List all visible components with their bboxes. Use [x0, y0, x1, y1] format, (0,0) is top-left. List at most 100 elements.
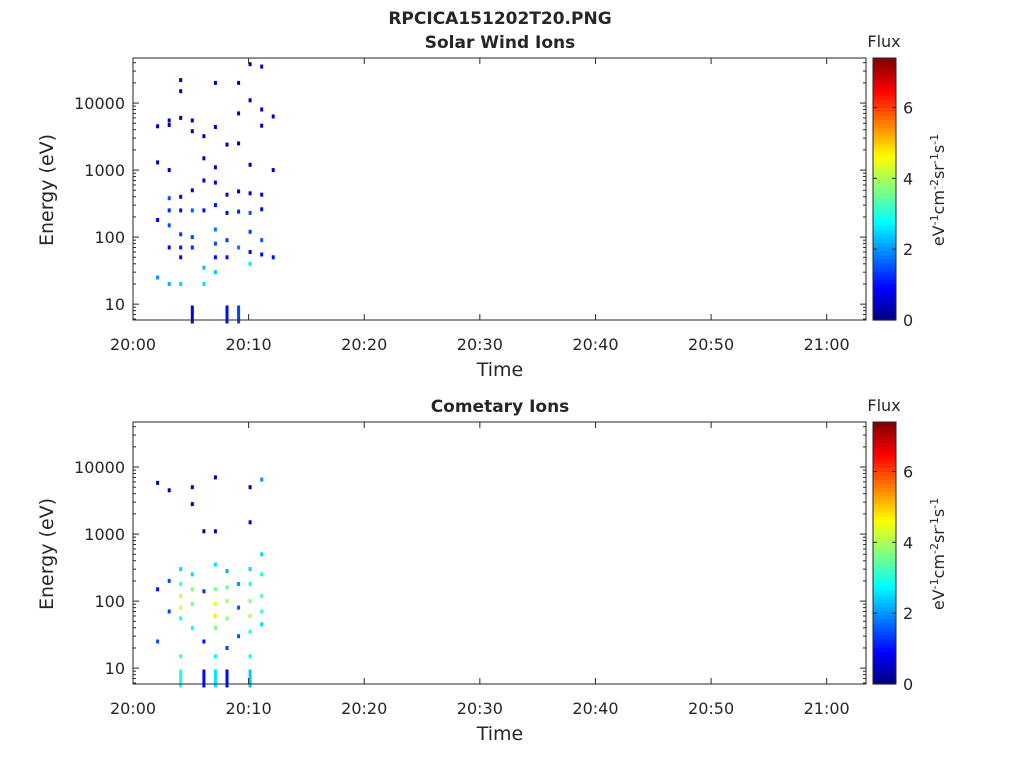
heatmap-cell [167, 282, 171, 286]
heatmap-cell [179, 567, 183, 572]
heatmap-cell [225, 255, 229, 260]
heatmap-cell [225, 599, 229, 604]
heatmap-cell [213, 165, 217, 170]
colorbar-tick-label: 4 [903, 169, 913, 188]
colorbar-tick-label: 4 [903, 533, 913, 552]
y-tick-label: 10 [105, 659, 125, 678]
y-axis-label: Energy (eV) [36, 498, 58, 610]
heatmap-cell [225, 142, 229, 147]
heatmap-cell [225, 192, 229, 197]
heatmap-cell [248, 614, 252, 618]
heatmap-cell [179, 208, 183, 213]
heatmap-cell [202, 529, 206, 534]
heatmap-cell [248, 250, 252, 254]
heatmap-cell [237, 80, 241, 85]
heatmap-cell [167, 118, 171, 123]
heatmap-cell [190, 625, 194, 630]
heatmap-cell [213, 125, 217, 129]
heatmap-cell [260, 609, 264, 614]
heatmap-cell [213, 614, 217, 618]
heatmap-cell [179, 582, 183, 586]
heatmap-cell [179, 194, 183, 199]
heatmap-cell [179, 282, 183, 286]
heatmap-cell [225, 585, 229, 590]
heatmap-cell [237, 582, 241, 586]
heatmap-cell [202, 639, 206, 644]
colorbar-unit-label: eV-1cm-2sr-1s-1 [928, 498, 948, 610]
colorbar: 0 2 4 6 [872, 421, 913, 694]
heatmap-cell [260, 622, 264, 627]
heatmap-cell [156, 587, 160, 592]
heatmap-cell [225, 210, 229, 215]
heatmap-cell [213, 270, 217, 275]
heatmap-cell [248, 485, 252, 490]
solar-wind-panel: Solar Wind Ions 10 100 1000 10000 20:00 20:1… [36, 32, 948, 381]
y-tick-label: 10 [105, 295, 125, 314]
y-axis-ticks: 10 100 1000 10000 [74, 62, 866, 320]
heatmap-cell [248, 162, 252, 167]
y-axis-ticks: 10 100 1000 10000 [74, 426, 866, 684]
heatmap-cell [179, 115, 183, 120]
heatmap-cell [179, 616, 183, 621]
heatmap-cell [179, 669, 183, 688]
heatmap-cell [179, 89, 183, 94]
heatmap-cell [190, 235, 194, 240]
heatmap-cell [248, 669, 252, 688]
heatmap-cell [248, 261, 252, 266]
heatmap-cell [156, 218, 160, 222]
heatmap-cell [248, 629, 252, 634]
heatmap-cell [271, 255, 275, 260]
heatmap-cell [190, 602, 194, 607]
y-axis-label: Energy (eV) [36, 134, 58, 246]
heatmap-cell [248, 62, 252, 67]
heatmap-cell [167, 245, 171, 250]
y-tick-label: 10000 [74, 458, 125, 477]
colorbar: 0 2 4 6 [872, 57, 913, 330]
heatmap-cell [271, 168, 275, 173]
heatmap-cell [237, 634, 241, 639]
heatmap-cell [167, 208, 171, 213]
heatmap-cell [248, 98, 252, 103]
x-axis-ticks: 20:00 20:10 20:20 20:30 20:40 20:50 21:00 [110, 422, 850, 718]
heatmap-cell [190, 502, 194, 507]
x-axis-label: Time [476, 359, 524, 381]
heatmap-cell [156, 639, 160, 644]
heatmap-cell [179, 605, 183, 610]
heatmap-cell [190, 305, 194, 324]
heatmap-cell [213, 625, 217, 630]
heatmap-cell [260, 252, 264, 257]
heatmap-cell [225, 646, 229, 650]
colorbar-unit-label: eV-1cm-2sr-1s-1 [928, 134, 948, 246]
x-tick-label: 20:20 [341, 335, 387, 354]
heatmap-cell [213, 180, 217, 185]
x-tick-label: 20:30 [457, 335, 503, 354]
heatmap-cell [260, 207, 264, 212]
heatmap-cell [167, 123, 171, 127]
y-tick-label: 100 [94, 592, 125, 611]
x-tick-label: 20:10 [226, 699, 272, 718]
heatmap-cell [237, 245, 241, 250]
heatmap-cell [179, 654, 183, 659]
colorbar-tick-label: 6 [903, 99, 913, 118]
heatmap-cell [213, 562, 217, 567]
heatmap-cell [190, 245, 194, 250]
heatmap-cell [271, 114, 275, 119]
heatmap-cell [179, 255, 183, 260]
heatmap-cell [167, 168, 171, 173]
heatmap-cell [237, 305, 241, 324]
heatmap-cell [260, 572, 264, 577]
heatmap-cell [248, 599, 252, 604]
heatmap-cells [156, 475, 264, 688]
y-tick-label: 10000 [74, 94, 125, 113]
heatmap-cell [167, 609, 171, 614]
colorbar-tick-label: 0 [903, 675, 913, 694]
heatmap-cell [213, 602, 217, 607]
heatmap-cell [260, 593, 264, 598]
y-tick-label: 1000 [84, 161, 125, 180]
heatmap-cell [260, 64, 264, 69]
heatmap-cell [190, 208, 194, 213]
x-tick-label: 20:50 [688, 699, 734, 718]
colorbar-tick-label: 6 [903, 463, 913, 482]
